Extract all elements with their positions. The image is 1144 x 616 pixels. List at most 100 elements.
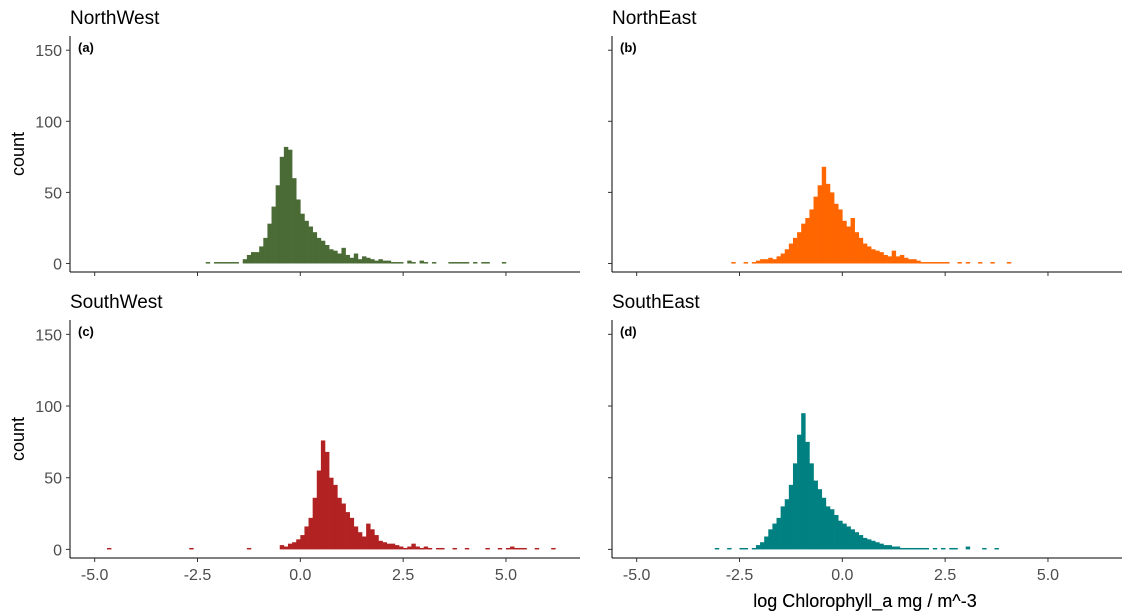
- x-tick-label: 0.0: [831, 567, 853, 584]
- y-tick-label: 0: [53, 256, 62, 273]
- histogram-bar: [337, 497, 342, 550]
- histogram-bar: [246, 547, 252, 550]
- histogram-bar: [932, 262, 938, 264]
- histogram-bar: [834, 203, 839, 264]
- x-tick-label: 5.0: [495, 567, 517, 584]
- histogram-bar: [308, 517, 313, 550]
- histogram-bar: [390, 262, 396, 264]
- x-axis-label: log Chlorophyll_a mg / m^-3: [753, 591, 977, 612]
- histogram-bar: [739, 547, 744, 550]
- histogram-bar: [883, 545, 888, 550]
- histogram-bar: [772, 523, 777, 550]
- histogram-bar: [341, 247, 346, 264]
- histogram-bar: [366, 257, 371, 264]
- histogram-bar: [813, 480, 818, 550]
- histogram-bar: [941, 262, 946, 264]
- panel-northeast: NorthEast (b) log Chlorophyll_a mg / m^-3: [608, 8, 1122, 612]
- histogram-bar: [551, 547, 556, 550]
- histogram-bars: [107, 440, 556, 550]
- panel-northwest: NorthWest (a) 0 50 100 150 count: [8, 8, 580, 276]
- histogram-bar: [366, 523, 371, 550]
- histogram-bar: [485, 262, 490, 264]
- histogram-bar: [899, 547, 905, 550]
- histogram-bar: [714, 547, 720, 550]
- panel-title: SouthWest: [70, 292, 163, 313]
- histogram-bar: [333, 484, 338, 550]
- histogram-bar: [246, 254, 252, 264]
- histogram-bar: [329, 249, 334, 264]
- histogram-bar: [510, 546, 515, 550]
- histogram-bar: [920, 262, 925, 264]
- histogram-bar: [292, 178, 297, 264]
- histogram-bar: [760, 542, 765, 550]
- histogram-bar: [924, 262, 929, 264]
- histogram-bar: [867, 246, 872, 264]
- x-tick-label: 0.0: [289, 567, 311, 584]
- histogram-bar: [378, 259, 383, 264]
- histogram-bar: [916, 547, 921, 550]
- histogram-bar: [776, 517, 781, 550]
- histogram-bar: [891, 546, 897, 550]
- histogram-bar: [316, 470, 322, 550]
- histogram-bar: [805, 441, 810, 550]
- histogram-bar: [419, 260, 425, 264]
- panel-title: NorthWest: [70, 8, 160, 29]
- histogram-bar: [936, 262, 942, 264]
- x-tick-label: 2.5: [392, 567, 414, 584]
- histogram-bar: [809, 463, 814, 550]
- histogram-bar: [908, 547, 913, 550]
- y-axis-label: count: [8, 417, 28, 461]
- histogram-bar: [460, 262, 466, 264]
- panel-southwest: SouthWest (c) 0 50 100 150 -5.0 -2.5 0.0 2.5 5.0 co…: [8, 292, 580, 584]
- histogram-bar: [456, 262, 462, 264]
- histogram-bar: [362, 536, 367, 550]
- histogram-bar: [464, 262, 470, 264]
- histogram-bar: [386, 543, 392, 550]
- histogram-bar: [743, 547, 749, 550]
- y-tick-label: 150: [35, 327, 62, 344]
- histogram-bar: [337, 253, 342, 264]
- histogram-bar: [846, 226, 851, 264]
- histogram-bar: [394, 262, 400, 264]
- histogram-bar: [953, 547, 958, 550]
- histogram-bar: [275, 185, 281, 264]
- histogram-bars: [714, 413, 999, 550]
- histogram-bar: [760, 259, 765, 264]
- histogram-bar: [875, 542, 880, 550]
- histogram-bar: [904, 547, 909, 550]
- histogram-bar: [862, 537, 868, 550]
- x-tick-label: -5.0: [81, 567, 109, 584]
- histogram-bar: [250, 252, 256, 264]
- histogram-bar: [1006, 262, 1012, 264]
- histogram-bar: [431, 262, 437, 264]
- histogram-bar: [743, 262, 749, 264]
- histogram-bar: [452, 547, 457, 550]
- histogram-bar: [189, 547, 194, 550]
- histogram-bar: [345, 512, 350, 550]
- histogram-bar: [945, 262, 950, 264]
- histogram-bar: [312, 232, 318, 264]
- histogram-bar: [912, 259, 917, 264]
- histogram-bar: [858, 535, 864, 550]
- histogram-bar: [751, 547, 757, 550]
- panel-tag: (a): [78, 40, 94, 55]
- histogram-bar: [883, 254, 888, 264]
- histogram-bar: [287, 543, 293, 550]
- panel-tag: (b): [620, 40, 637, 55]
- histogram-bar: [518, 547, 523, 550]
- histogram-bar: [267, 223, 272, 264]
- x-tick-label: -2.5: [184, 567, 212, 584]
- histogram-bar: [842, 523, 847, 550]
- histogram-bar: [534, 547, 540, 550]
- histogram-bar: [838, 520, 843, 550]
- histogram-bar: [362, 256, 367, 264]
- histogram-bar: [838, 209, 843, 264]
- histogram-bar: [850, 529, 855, 550]
- histogram-bar: [329, 477, 334, 550]
- histogram-bar: [817, 185, 823, 264]
- histogram-bar: [887, 545, 892, 550]
- histogram-bar: [788, 484, 794, 550]
- histogram-bar: [370, 259, 375, 264]
- histogram-bar: [325, 244, 330, 264]
